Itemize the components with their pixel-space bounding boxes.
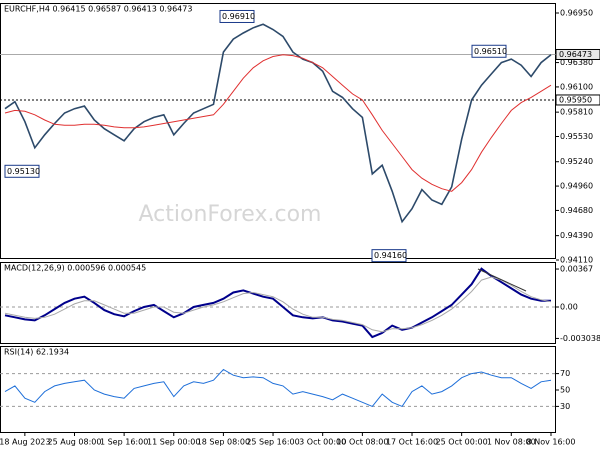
y-tick-label: 70 [560,369,570,378]
y-tick-label: 0.00 [560,303,578,312]
price-label-box [555,94,600,106]
y-tick-label: -0.003038 [560,334,600,343]
panel-title: MACD(12,26,9) 0.000596 0.000545 [4,264,146,273]
annotation-label: 0.94160 [374,251,407,260]
x-tick-label: 3 Oct 00:00 [299,438,346,447]
series-line [4,23,552,224]
panel-title: RSI(14) 62.1934 [4,348,69,357]
series-line [4,276,552,333]
x-tick-label: 8 Nov 16:00 [527,438,576,447]
panel-frame [0,262,556,344]
annotation-label: 0.96510 [474,47,507,56]
y-tick-label: 0.94680 [560,206,593,215]
y-tick-label: 0.96100 [560,82,593,91]
annotation-label: 0.96910 [222,12,255,21]
price-label: 0.95950 [559,95,592,104]
trend-line [477,268,527,292]
x-tick-label: 25 Sep 16:00 [246,438,299,447]
panel-frame [0,346,556,433]
annotation-box [471,44,507,58]
y-tick-label: 0.96950 [560,9,593,18]
x-tick-label: 18 Aug 2023 [0,438,50,447]
annotation-box [219,9,255,23]
y-tick-label: 50 [560,386,570,395]
y-tick-label: 0.95240 [560,157,593,166]
y-tick-label: 0.96380 [560,58,593,67]
series-line [4,54,552,192]
x-tick-label: 17 Oct 16:00 [386,438,438,447]
watermark: ActionForex.com [139,202,322,227]
y-tick-label: 0.94960 [560,182,593,191]
series-line [4,368,552,408]
x-tick-label: 10 Oct 08:00 [336,438,388,447]
y-tick-label: 0.94110 [560,256,593,265]
annotation-box [371,249,407,263]
y-tick-label: 0.00367 [560,265,593,274]
x-tick-label: 18 Sep 08:00 [197,438,250,447]
price-label: 0.96473 [559,50,592,59]
annotation-box [4,164,40,178]
x-tick-label: 11 Sep 00:00 [147,438,200,447]
series-line [4,267,551,339]
y-tick-label: 0.95810 [560,108,593,117]
annotation-label: 0.95130 [7,167,40,176]
x-tick-label: 25 Aug 08:00 [48,438,102,447]
panel-frame [0,3,556,259]
x-tick-label: 1 Nov 08:00 [487,438,536,447]
y-tick-label: 0.95530 [560,132,593,141]
y-tick-label: 30 [560,402,570,411]
price-label-box [555,48,600,60]
x-tick-label: 25 Oct 00:00 [436,438,488,447]
panel-title: EURCHF,H4 0.96415 0.96587 0.96413 0.9647… [4,5,192,14]
x-tick-label: 1 Sep 16:00 [100,438,148,447]
y-tick-label: 0.94390 [560,231,593,240]
